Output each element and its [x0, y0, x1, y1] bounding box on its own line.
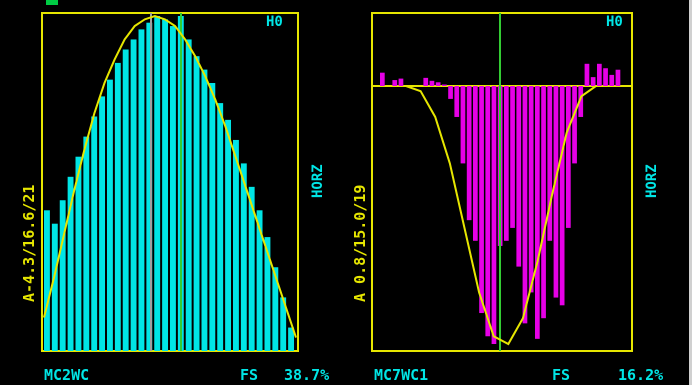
left-histogram-bar	[217, 103, 224, 351]
right-corner-label: H0	[606, 14, 623, 30]
right-histogram-bar	[466, 86, 472, 221]
right-fit-curve	[405, 85, 597, 346]
right-histogram-bar	[547, 86, 553, 241]
left-histogram-bar	[130, 39, 137, 351]
left-histogram-bar	[154, 16, 161, 351]
right-histogram-bar	[572, 86, 577, 164]
right-histogram-bar	[423, 77, 429, 86]
right-fs-label: FS	[552, 366, 570, 384]
right-histogram-bar	[460, 86, 466, 164]
left-histogram-bar	[185, 39, 192, 351]
left-channel-label: MC2WC	[44, 366, 89, 384]
right-histogram-bar	[566, 86, 571, 228]
right-histogram-bar	[448, 86, 453, 99]
right-histogram-bar	[454, 86, 460, 117]
right-histogram-bar	[584, 63, 590, 86]
left-histogram-bar	[51, 223, 58, 351]
right-histogram-bar	[491, 86, 497, 344]
right-histogram-bar	[541, 86, 546, 319]
right-histogram-bar	[398, 78, 404, 86]
right-channel-label: MC7WC1	[374, 366, 428, 384]
left-histogram-bar	[122, 49, 129, 351]
left-histogram-bar	[170, 26, 176, 352]
screen-edge	[689, 0, 692, 385]
left-histogram-bar	[288, 327, 295, 351]
right-side-label: HORZ	[644, 164, 660, 198]
left-histogram-bar	[256, 210, 263, 351]
right-histogram-bar	[442, 84, 447, 86]
left-fs-label: FS	[240, 366, 258, 384]
left-histogram-bar	[209, 83, 216, 351]
right-histogram-bar	[578, 86, 584, 117]
indicator-light	[46, 0, 58, 5]
left-histogram-bar	[233, 139, 239, 351]
left-histogram-bar	[67, 176, 74, 351]
right-histogram-bar	[553, 86, 559, 298]
left-corner-label: H0	[266, 14, 283, 30]
left-histogram-bar	[264, 237, 271, 351]
left-histogram-bar	[99, 96, 106, 352]
right-histogram-bar	[516, 86, 522, 267]
right-histogram-bar	[392, 80, 398, 86]
right-histogram-bar	[559, 86, 565, 306]
right-histogram-bar	[528, 86, 534, 293]
left-histogram-bar	[225, 119, 232, 351]
right-histogram-bar	[473, 86, 478, 241]
left-fit-curve	[43, 14, 297, 338]
right-histogram-bar	[429, 80, 435, 86]
right-histogram-bar	[504, 86, 509, 241]
right-histogram-bar	[380, 72, 385, 86]
left-histogram-bar	[83, 136, 90, 351]
right-histogram-bar	[603, 68, 608, 86]
left-histogram-bar	[248, 186, 255, 351]
left-histogram-bar	[201, 69, 208, 351]
right-histogram-bar	[609, 74, 615, 86]
left-fs-value: 38.7%	[284, 366, 329, 384]
right-histogram-panel: H0 HORZ A 0.8/15.0/19	[351, 12, 660, 352]
right-histogram-bar	[615, 69, 621, 86]
left-histogram-bar	[59, 200, 66, 351]
left-histogram-bar	[146, 22, 153, 351]
left-histogram-bar	[280, 297, 287, 351]
right-fs-value: 16.2%	[618, 366, 663, 384]
left-histogram-bar	[44, 210, 50, 351]
left-histogram-bar	[91, 116, 98, 351]
left-vertical-label: A-4.3/16.6/21	[20, 185, 38, 302]
right-histogram-bar	[510, 86, 515, 228]
right-vertical-label: A 0.8/15.0/19	[351, 185, 369, 302]
right-histogram-bar	[597, 63, 602, 86]
right-histogram-bar	[522, 86, 528, 324]
left-histogram-panel: H0 HORZ A-4.3/16.6/21	[20, 12, 326, 352]
left-histogram-bar	[193, 56, 200, 351]
right-histogram-bar	[590, 77, 596, 86]
left-histogram-bar	[114, 62, 121, 352]
right-histogram-bar	[479, 86, 484, 314]
right-histogram-bar	[535, 86, 540, 339]
right-plot-frame	[371, 12, 633, 352]
right-histogram-bar	[485, 86, 491, 337]
right-histogram-bar	[435, 82, 441, 86]
left-side-label: HORZ	[310, 164, 326, 198]
left-histogram-bar	[162, 19, 169, 351]
left-histogram-bar	[240, 163, 247, 351]
left-histogram-bar	[138, 29, 145, 352]
left-histogram-bar	[272, 267, 279, 351]
left-histogram-bar	[75, 156, 82, 351]
left-histogram-bar	[107, 79, 113, 352]
